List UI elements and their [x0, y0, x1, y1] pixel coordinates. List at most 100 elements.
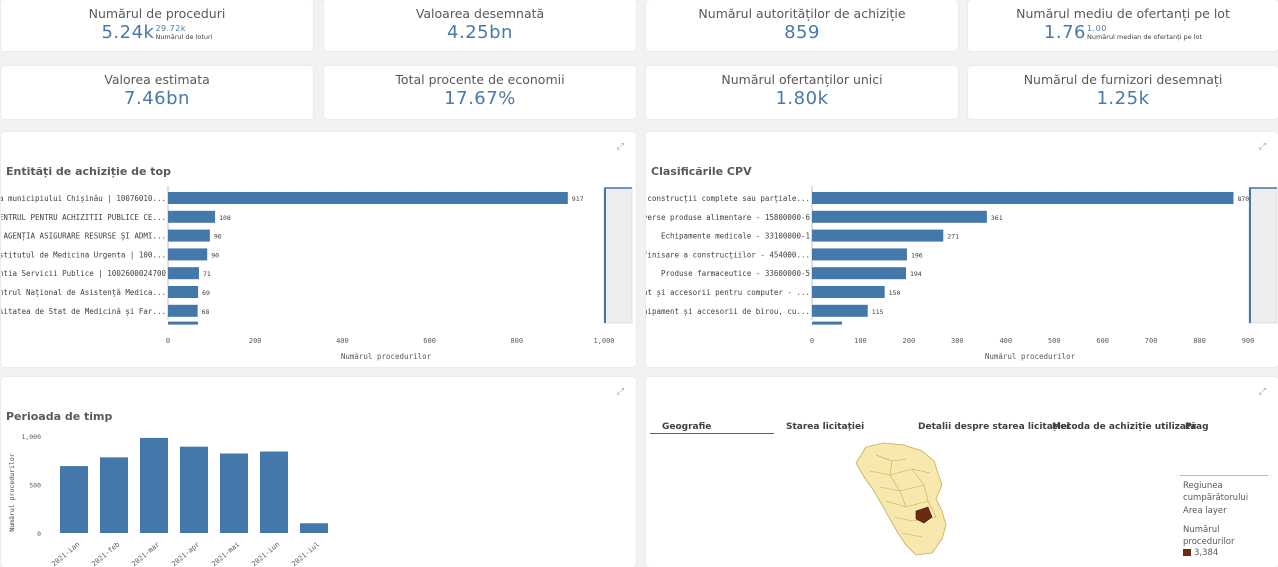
bar	[260, 451, 288, 533]
kpi-secondary-value: 1.00	[1086, 24, 1107, 33]
kpi-card-procedures[interactable]: Numărul de proceduri 5.24k 29.72k Numărul …	[1, 0, 313, 51]
tab-geography[interactable]: Geografie	[662, 422, 712, 432]
kpi-secondary: 29.72k Numărul de loturi	[155, 22, 212, 41]
tab-tender-status[interactable]: Starea licitației	[786, 422, 865, 432]
moldova-region-map[interactable]	[846, 441, 986, 556]
expand-icon[interactable]: ⤢	[616, 142, 624, 152]
data-label: 194	[910, 270, 922, 278]
tab-tender-status-details[interactable]: Detalii despre starea licitației	[918, 422, 1070, 432]
entities-panel: ⤢ Entități de achiziție de top Primăria …	[1, 132, 636, 367]
bar	[168, 192, 568, 204]
kpi-value: 7.46bn	[124, 88, 190, 109]
kpi-card-unique-bidders[interactable]: Numărul ofertanților unici 1.80k	[646, 66, 958, 119]
bar	[812, 229, 944, 242]
data-label: 361	[991, 214, 1003, 222]
kpi-card-avg-bidders[interactable]: Numărul mediu de ofertanți pe lot 1.76 1.…	[968, 0, 1278, 51]
kpi-title: Total procente de economii	[395, 72, 565, 87]
bar	[812, 304, 868, 317]
data-label: 271	[947, 233, 959, 241]
y-tick-label: 0	[37, 530, 41, 538]
category-label: Lucrări de finisare a construcțiilor - 4…	[646, 250, 810, 260]
kpi-card-estimated-value[interactable]: Valorea estimata 7.46bn	[1, 66, 313, 119]
bar	[168, 286, 199, 298]
expand-icon[interactable]: ⤢	[616, 387, 624, 397]
kpi-value: 859	[784, 22, 820, 43]
category-label: CENTRUL PENTRU ACHIZITII PUBLICE CE...	[1, 213, 166, 222]
x-tick-label: 0	[166, 337, 170, 345]
bar	[168, 229, 210, 242]
kpi-value: 1.76	[1043, 22, 1086, 43]
entities-bar-chart[interactable]: Primăria municipiului Chișinău | 1007601…	[1, 132, 636, 367]
y-tick-label: 1,000	[21, 433, 41, 441]
tab-threshold[interactable]: Prag	[1185, 422, 1209, 432]
bar-partial	[812, 321, 842, 325]
x-tick-label: 600	[423, 337, 436, 345]
x-tick-label: 500	[1048, 337, 1061, 345]
kpi-value: 1.80k	[775, 88, 829, 109]
bar	[60, 466, 88, 533]
scrollbar-track	[603, 187, 633, 324]
kpi-card-savings[interactable]: Total procente de economii 17.67%	[324, 66, 636, 119]
x-tick-label: 0	[810, 337, 814, 345]
data-label: 196	[911, 251, 923, 259]
expand-icon[interactable]: ⤢	[1258, 387, 1266, 397]
time-panel: ⤢ Perioada de timp 0 500 1,000 Numărul proc…	[1, 377, 636, 567]
map-country-shape	[855, 442, 947, 556]
data-label: 71	[203, 270, 211, 278]
bar	[100, 457, 128, 533]
data-label: 68	[202, 308, 210, 316]
legend-measure: Numărul procedurilor	[1183, 525, 1235, 547]
category-label: Produse farmaceutice - 33600000-5	[661, 269, 810, 278]
scrollbar-track	[1248, 187, 1278, 324]
panel-title: Entități de achiziție de top	[6, 165, 171, 178]
category-label: Primăria municipiului Chișinău | 1007601…	[1, 194, 166, 204]
kpi-card-awarded-value[interactable]: Valoarea desemnată 4.25bn	[324, 0, 636, 51]
x-axis-title: Numărul procedurilor	[985, 352, 1076, 361]
bar-partial	[168, 321, 198, 325]
data-label: 115	[872, 308, 884, 316]
bar	[812, 248, 907, 261]
bar	[812, 192, 1234, 204]
category-label: IP Universitatea de Stat de Medicină și …	[1, 307, 166, 317]
x-tick-label: 400	[999, 337, 1012, 345]
time-bar-chart[interactable]: 0 500 1,000 Numărul procedurilor 2021-ian 202…	[1, 377, 636, 567]
x-axis-title: Numărul procedurilor	[341, 352, 432, 361]
x-tick-label: 1,000	[593, 337, 614, 345]
kpi-value-wrap: 1.76 1.00 Numărul median de ofertanți pe l…	[968, 22, 1278, 43]
data-label: 150	[889, 289, 901, 297]
kpi-card-suppliers[interactable]: Numărul de furnizori desemnați 1.25k	[968, 66, 1278, 119]
data-label: 917	[572, 195, 584, 203]
kpi-card-authorities[interactable]: Numărul autorităților de achiziție 859	[646, 0, 958, 51]
kpi-secondary-value: 29.72k	[155, 24, 186, 33]
bar	[168, 210, 216, 223]
bar	[812, 210, 987, 223]
bar	[812, 286, 885, 298]
category-label: IMSP Institutul de Medicina Urgenta | 10…	[1, 250, 166, 259]
data-label: 870	[1237, 195, 1249, 203]
category-label: Lucrări de construcții complete sau parț…	[646, 194, 810, 204]
tab-active-underline	[650, 433, 774, 434]
kpi-secondary-label: Numărul median de ofertanți pe lot	[1086, 33, 1203, 41]
x-tick-label: 100	[854, 337, 867, 345]
scrollbar-thumb-edge	[1249, 188, 1251, 323]
cpv-panel: ⤢ Clasificările CPV Lucrări de construcț…	[646, 132, 1278, 367]
bar	[140, 437, 168, 533]
x-tick-label: 2021-feb	[90, 540, 121, 567]
x-tick-label: 2021-mar	[130, 540, 161, 567]
x-tick-label: 2021-mai	[210, 540, 241, 567]
kpi-value: 1.25k	[1096, 88, 1150, 109]
data-label: 96	[214, 233, 222, 241]
kpi-title: Numărul de proceduri	[88, 6, 226, 21]
legend-value: 3,384	[1194, 548, 1219, 558]
category-label: Diverse produse alimentare - 15800000-6	[646, 213, 810, 222]
category-label: Echipament și accesorii pentru computer …	[646, 288, 810, 298]
x-tick-label: 200	[249, 337, 262, 345]
tab-procurement-method[interactable]: Metoda de achiziție utilizată	[1052, 422, 1197, 432]
bar	[812, 267, 906, 280]
cpv-bar-chart[interactable]: Lucrări de construcții complete sau parț…	[646, 132, 1278, 367]
bar	[168, 248, 208, 261]
data-label: 69	[202, 289, 210, 297]
expand-icon[interactable]: ⤢	[1258, 142, 1266, 152]
map-legend-divider	[1180, 475, 1268, 476]
x-tick-label: 900	[1242, 337, 1255, 345]
